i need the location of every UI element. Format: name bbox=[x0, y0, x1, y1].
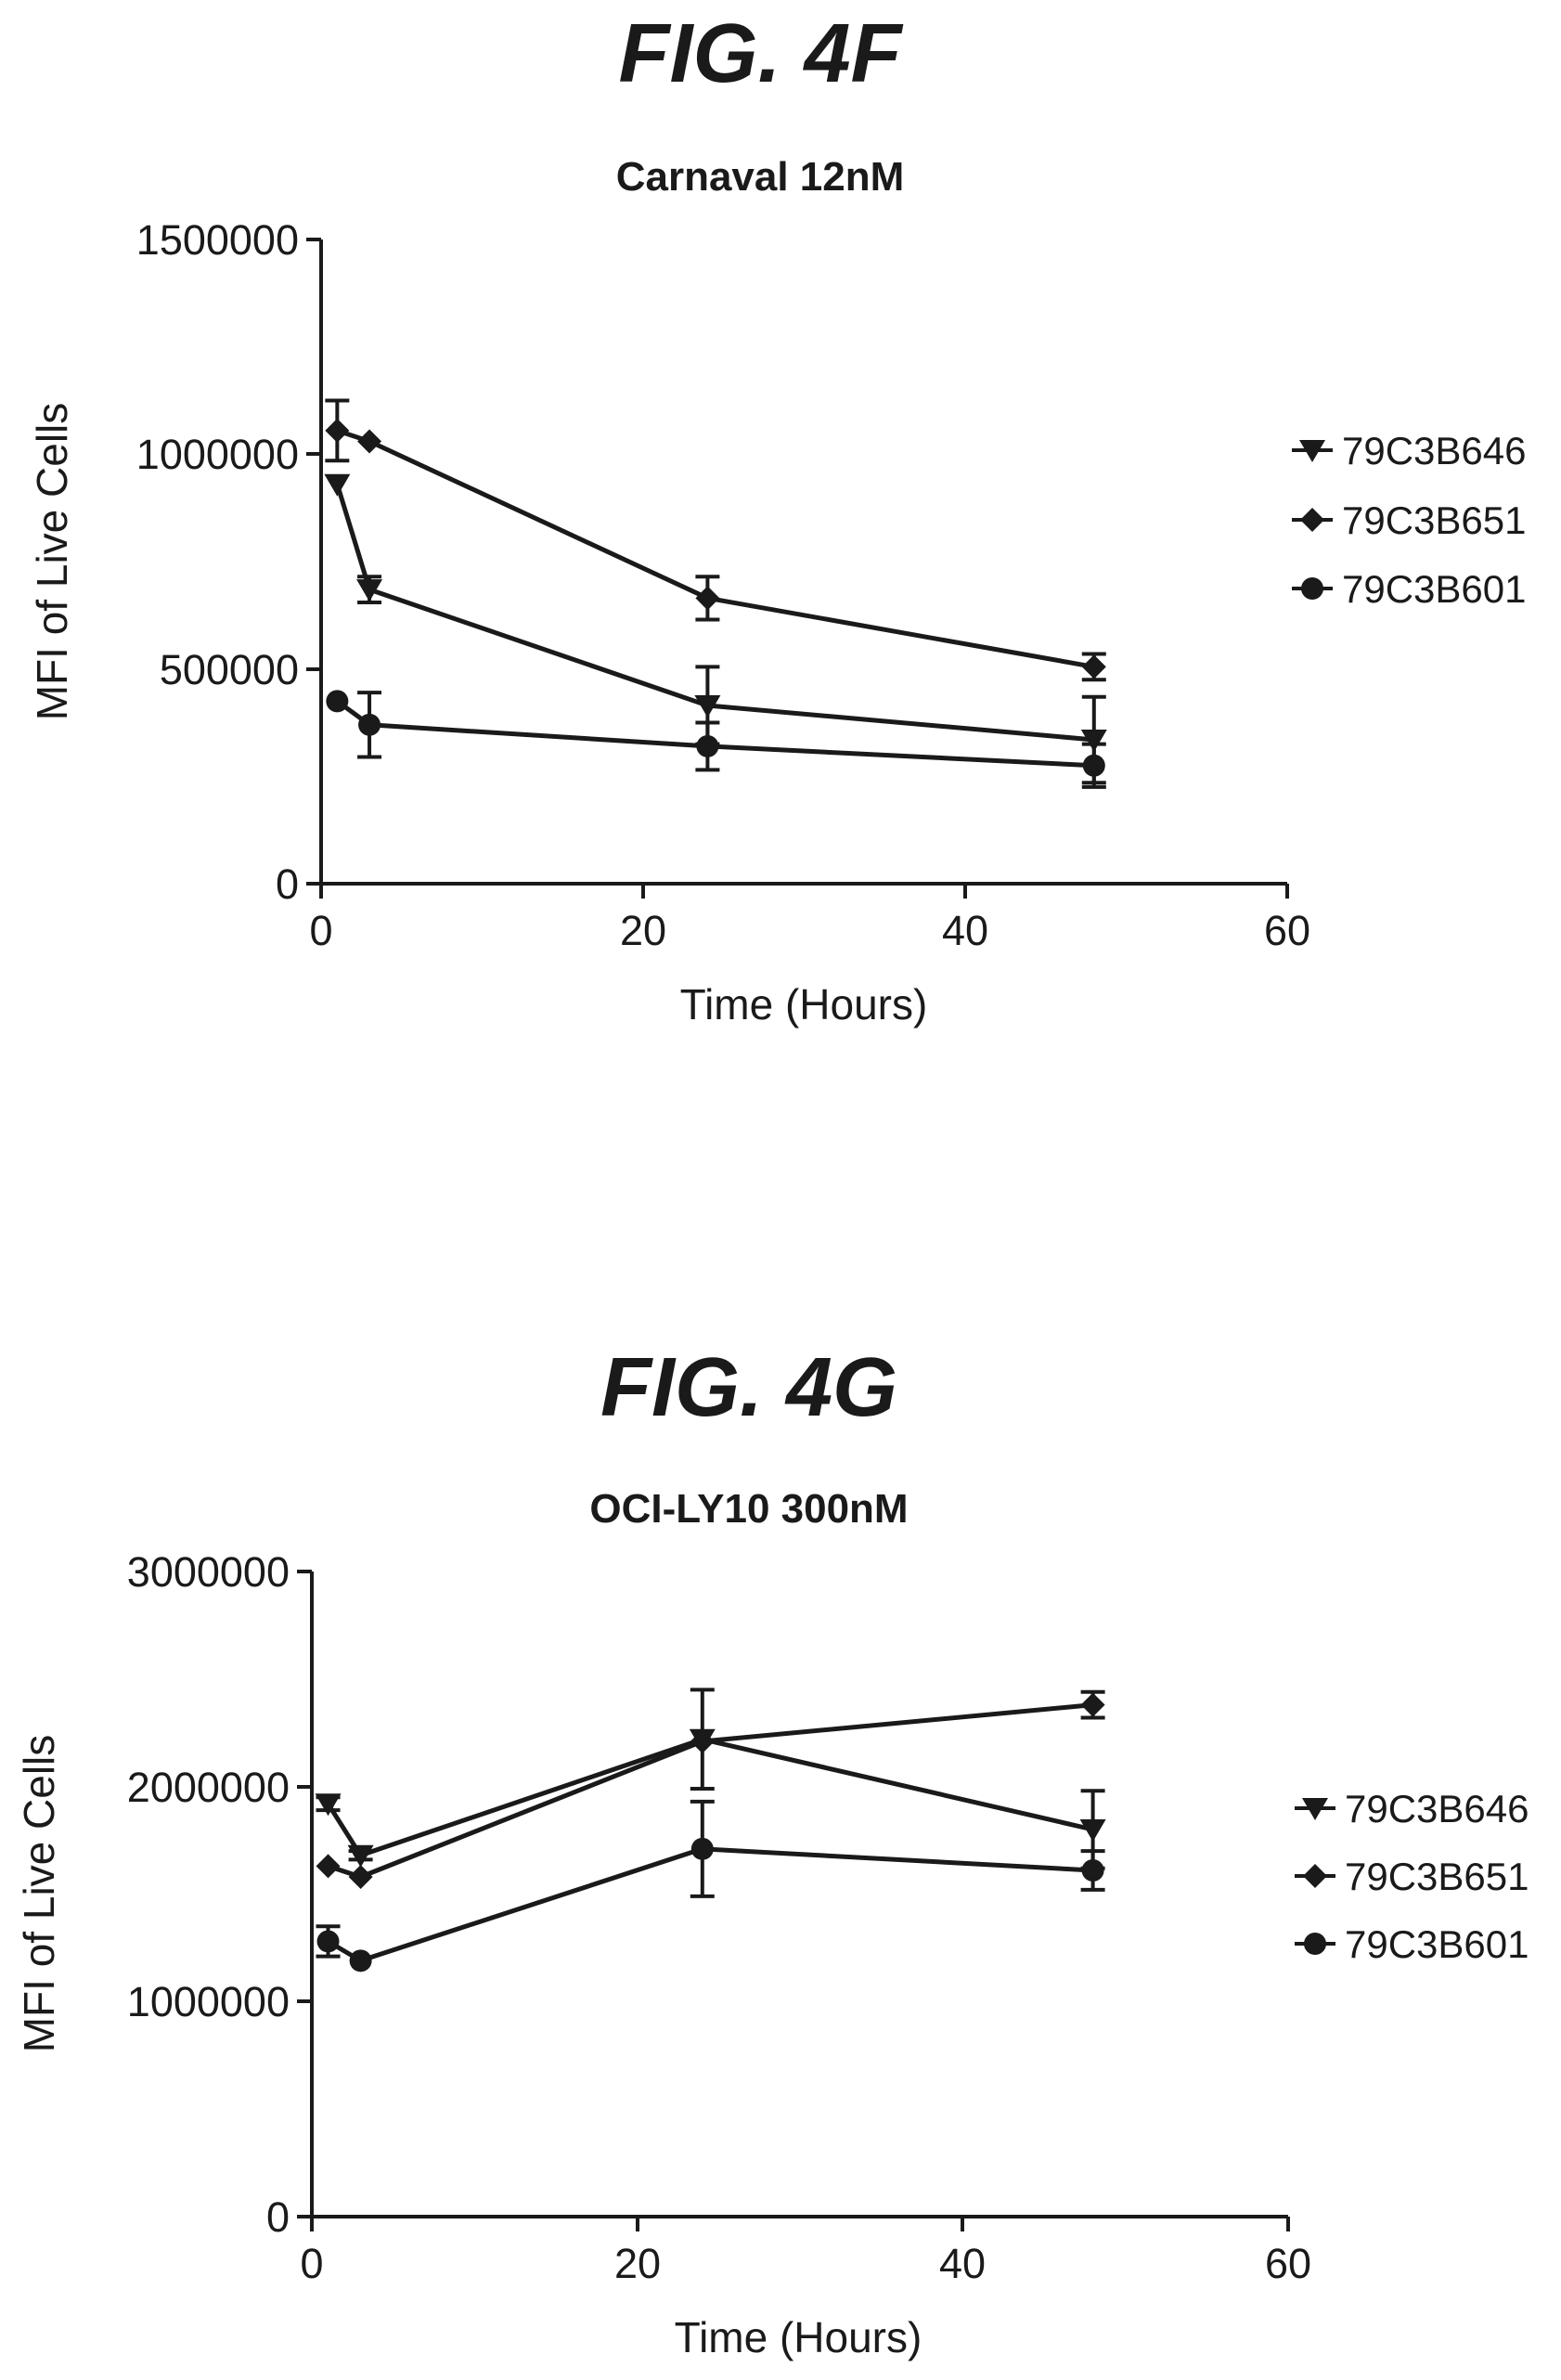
legend-label-4f-2: 79C3B601 bbox=[1342, 567, 1527, 611]
legend-label-4g-0: 79C3B646 bbox=[1345, 1787, 1529, 1830]
x-axis-4g: 0 20 40 60 bbox=[300, 2215, 1311, 2287]
x-tick-label-4f-1: 20 bbox=[620, 907, 666, 954]
data-point-4g-1-2 bbox=[690, 1729, 715, 1754]
legend-4f: 79C3B646 79C3B651 79C3B601 bbox=[1292, 429, 1527, 611]
plot-area-4f bbox=[324, 398, 1107, 789]
legend-label-4f-1: 79C3B651 bbox=[1342, 498, 1527, 542]
plot-area-4g bbox=[315, 1688, 1106, 1973]
data-point-4g-0-0 bbox=[315, 1793, 342, 1817]
series-line-4g-2 bbox=[327, 1846, 1093, 1963]
legend-marker-circle-4g bbox=[1304, 1933, 1326, 1955]
y-axis-4g: 0 1000000 2000000 3000000 bbox=[127, 1548, 314, 2241]
x-tick-label-4g-2: 40 bbox=[939, 2240, 986, 2287]
data-point-4g-0-3 bbox=[1079, 1819, 1106, 1842]
x-axis-label-4f: Time (Hours) bbox=[680, 980, 928, 1028]
data-point-4f-2-1 bbox=[358, 713, 381, 736]
legend-marker-diamond-4g bbox=[1303, 1864, 1327, 1888]
chart-title-4g: OCI-LY10 300nM bbox=[589, 1486, 908, 1532]
y-tick-label-4g-3: 3000000 bbox=[127, 1548, 290, 1596]
x-tick-label-4f-0: 0 bbox=[309, 907, 332, 954]
legend-marker-circle-4f bbox=[1301, 577, 1323, 600]
data-point-4g-2-1 bbox=[349, 1949, 372, 1973]
series-line-4g-0 bbox=[326, 1737, 1094, 1858]
data-point-4f-1-0 bbox=[325, 418, 350, 443]
x-tick-label-4g-0: 0 bbox=[300, 2240, 323, 2287]
legend-marker-triangle-4f bbox=[1299, 440, 1325, 462]
chart-4g: FIG. 4G OCI-LY10 300nM 0 1000000 2000000… bbox=[15, 1341, 1529, 2361]
legend-marker-diamond-4f bbox=[1300, 508, 1324, 532]
data-point-4g-1-1 bbox=[348, 1864, 373, 1889]
legend-item-4f-2: 79C3B601 bbox=[1292, 567, 1527, 611]
data-point-4f-2-2 bbox=[696, 734, 719, 757]
y-tick-label-4f-2: 1000000 bbox=[136, 431, 299, 478]
x-tick-label-4g-3: 60 bbox=[1265, 2240, 1311, 2287]
y-tick-label-4g-0: 0 bbox=[266, 2193, 290, 2241]
y-tick-label-4g-2: 2000000 bbox=[127, 1764, 290, 1811]
legend-label-4g-1: 79C3B651 bbox=[1345, 1855, 1529, 1898]
data-point-4f-2-0 bbox=[326, 690, 349, 713]
data-point-4f-0-1 bbox=[356, 579, 383, 602]
chart-title-4f: Carnaval 12nM bbox=[616, 154, 905, 200]
legend-item-4g-0: 79C3B646 bbox=[1295, 1787, 1529, 1830]
legend-4g: 79C3B646 79C3B651 79C3B601 bbox=[1295, 1787, 1529, 1966]
data-point-4f-1-2 bbox=[695, 586, 720, 611]
data-point-4g-0-1 bbox=[347, 1844, 374, 1868]
data-point-4g-1-3 bbox=[1080, 1692, 1105, 1717]
series-line-4f-2 bbox=[335, 699, 1094, 769]
legend-label-4f-0: 79C3B646 bbox=[1342, 429, 1527, 472]
y-tick-label-4g-1: 1000000 bbox=[127, 1978, 290, 2025]
legend-item-4f-0: 79C3B646 bbox=[1292, 429, 1527, 472]
data-point-4g-2-2 bbox=[690, 1837, 714, 1860]
data-point-4g-2-0 bbox=[316, 1930, 340, 1953]
legend-label-4g-2: 79C3B601 bbox=[1345, 1922, 1529, 1966]
x-axis-label-4g: Time (Hours) bbox=[675, 2313, 922, 2361]
x-tick-label-4f-3: 60 bbox=[1264, 907, 1310, 954]
x-tick-label-4g-1: 20 bbox=[614, 2240, 661, 2287]
data-point-4g-2-3 bbox=[1081, 1859, 1104, 1882]
y-axis-label-4f: MFI of Live Cells bbox=[28, 403, 76, 721]
y-axis-4f: 0 500000 1000000 1500000 bbox=[136, 216, 323, 908]
x-tick-label-4f-2: 40 bbox=[942, 907, 988, 954]
legend-item-4g-2: 79C3B601 bbox=[1295, 1922, 1529, 1966]
data-point-4f-1-1 bbox=[357, 429, 382, 454]
data-point-4f-0-2 bbox=[694, 694, 721, 718]
legend-item-4g-1: 79C3B651 bbox=[1295, 1855, 1529, 1898]
chart-4f: FIG. 4F Carnaval 12nM 0 500000 1000000 1… bbox=[28, 7, 1527, 1028]
y-tick-label-4f-3: 1500000 bbox=[136, 216, 299, 264]
data-point-4f-1-3 bbox=[1081, 654, 1106, 679]
x-axis-4f: 0 20 40 60 bbox=[309, 882, 1310, 954]
y-axis-label-4g: MFI of Live Cells bbox=[15, 1735, 63, 2053]
legend-marker-triangle-4g bbox=[1302, 1798, 1328, 1820]
data-point-4f-2-3 bbox=[1082, 754, 1105, 777]
data-point-4g-1-0 bbox=[316, 1854, 341, 1879]
figure-label-4f: FIG. 4F bbox=[618, 7, 903, 100]
series-line-4f-0 bbox=[335, 483, 1095, 743]
series-line-4f-1 bbox=[336, 428, 1095, 669]
legend-item-4f-1: 79C3B651 bbox=[1292, 498, 1527, 542]
y-tick-label-4f-0: 0 bbox=[276, 860, 299, 908]
data-point-4f-0-0 bbox=[324, 473, 351, 497]
figure-label-4g: FIG. 4G bbox=[600, 1341, 897, 1434]
y-tick-label-4f-1: 500000 bbox=[160, 646, 299, 693]
series-line-4g-1 bbox=[327, 1702, 1093, 1880]
data-point-4f-0-3 bbox=[1080, 730, 1107, 753]
